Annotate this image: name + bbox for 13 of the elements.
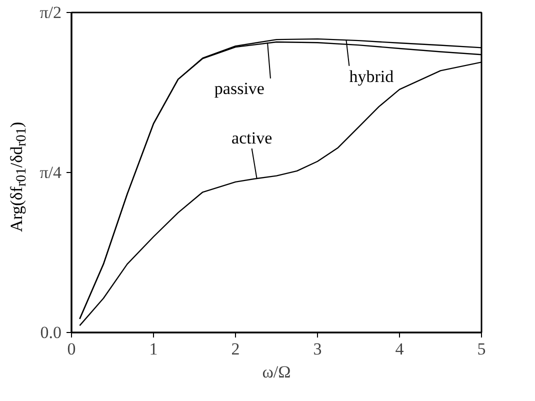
annotation: passive (214, 79, 264, 98)
y-tick-label: π/2 (40, 3, 62, 22)
y-tick-label: π/4 (40, 163, 62, 182)
x-tick-label: 2 (231, 340, 240, 358)
annotation: active (232, 128, 272, 148)
x-tick-label: 0 (67, 340, 76, 358)
x-tick-label: 1 (149, 340, 158, 358)
x-axis-title: ω/Ω (262, 362, 291, 382)
annotation: hybrid (349, 66, 394, 86)
x-tick-label: 4 (395, 340, 404, 358)
y-tick-label: 0.0 (40, 323, 62, 342)
x-tick-label: 3 (313, 340, 322, 358)
x-tick-label: 5 (477, 340, 486, 358)
